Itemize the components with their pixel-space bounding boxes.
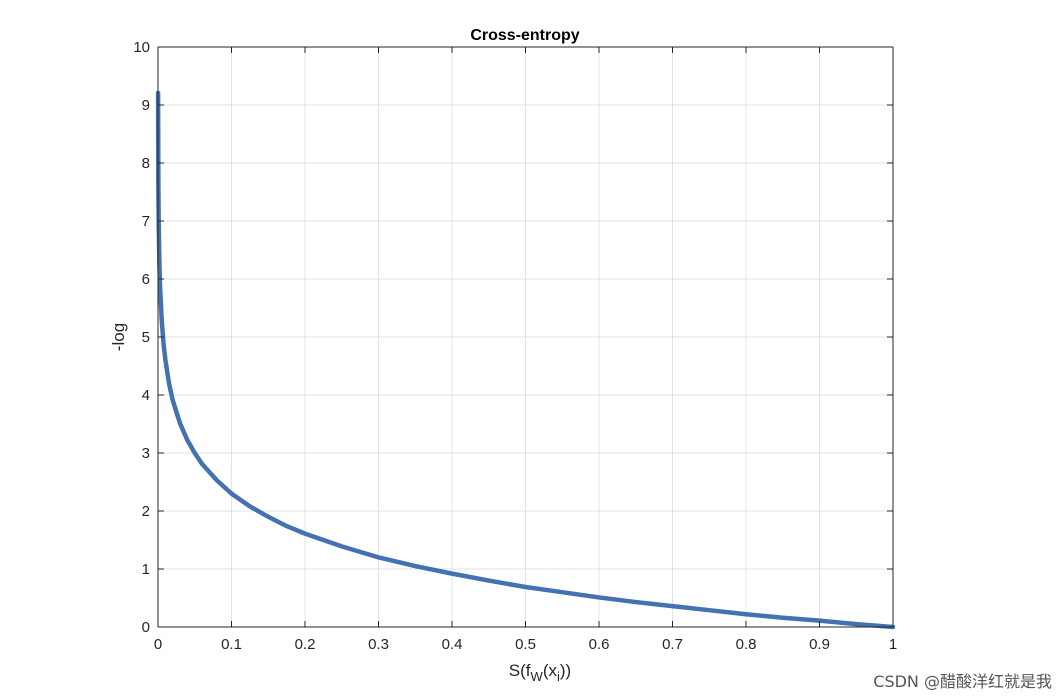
y-tick-label: 8 <box>142 155 150 172</box>
x-tick-label: 0 <box>154 636 162 653</box>
y-tick-label: 0 <box>142 619 150 636</box>
x-tick-label: 0.9 <box>809 636 830 653</box>
y-tick-label: 5 <box>142 329 150 346</box>
y-tick-label: 3 <box>142 445 150 462</box>
chart-title: Cross-entropy <box>470 27 579 44</box>
y-axis-title: -log <box>109 323 128 351</box>
y-tick-label: 1 <box>142 561 150 578</box>
x-tick-label: 0.6 <box>589 636 610 653</box>
x-tick-label: 0.7 <box>662 636 683 653</box>
y-tick-label: 7 <box>142 213 150 230</box>
y-tick-label: 9 <box>142 97 150 114</box>
x-tick-labels: 0 0.1 0.2 0.3 0.4 0.5 0.6 0.7 0.8 0.9 1 <box>154 636 897 653</box>
y-tick-label: 6 <box>142 271 150 288</box>
y-tick-label: 4 <box>142 387 150 404</box>
x-tick-label: 0.5 <box>515 636 536 653</box>
csdn-watermark: CSDN @醋酸洋红就是我 <box>873 672 1052 691</box>
y-tick-label: 10 <box>133 39 150 56</box>
y-tick-labels: 0 1 2 3 4 5 6 7 8 9 10 <box>133 39 150 636</box>
x-tick-label: 0.4 <box>442 636 463 653</box>
x-tick-label: 0.2 <box>295 636 316 653</box>
series-lines <box>155 90 896 630</box>
axis-ticks <box>157 46 894 628</box>
x-axis-title: S(fW(xi)) <box>509 661 571 684</box>
x-tick-label: 0.1 <box>221 636 242 653</box>
x-tick-label: 0.3 <box>368 636 389 653</box>
y-tick-label: 2 <box>142 503 150 520</box>
x-tick-label: 0.8 <box>736 636 757 653</box>
grid-lines <box>158 47 893 627</box>
series-line <box>155 90 896 630</box>
x-tick-label: 1 <box>889 636 897 653</box>
